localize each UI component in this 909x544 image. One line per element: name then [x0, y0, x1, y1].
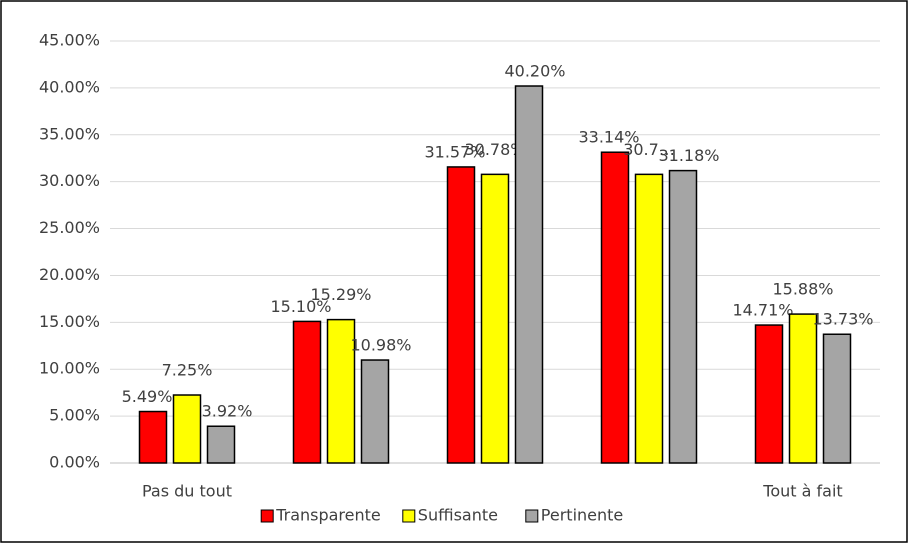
bar	[206, 425, 236, 464]
bar	[172, 394, 202, 464]
bar	[514, 85, 544, 464]
bar	[600, 151, 630, 464]
bar	[668, 169, 698, 464]
y-tick-label: 0.00%	[49, 453, 100, 472]
value-label: 30.78%	[464, 140, 525, 159]
legend-swatch	[260, 509, 274, 523]
bar	[788, 313, 818, 464]
legend-swatch	[402, 509, 416, 523]
value-label: 10.98%	[350, 336, 411, 355]
y-tick-label: 5.00%	[49, 406, 100, 425]
value-label: 31.18%	[658, 146, 719, 165]
value-label: 30.7…	[623, 140, 675, 159]
bar	[446, 166, 476, 464]
value-label: 15.10%	[270, 297, 331, 316]
value-label: 15.88%	[772, 280, 833, 299]
y-tick-label: 20.00%	[39, 265, 100, 284]
value-label: 14.71%	[732, 301, 793, 320]
legend-swatch	[525, 509, 539, 523]
value-label: 15.29%	[310, 285, 371, 304]
value-label: 33.14%	[578, 128, 639, 147]
legend-label: Transparente	[275, 506, 381, 525]
bar	[138, 410, 168, 464]
value-label: 7.25%	[162, 361, 213, 380]
bar	[480, 173, 510, 464]
y-tick-label: 35.00%	[39, 124, 100, 143]
x-tick-label: Tout à fait	[762, 482, 842, 501]
y-tick-label: 25.00%	[39, 218, 100, 237]
bar	[292, 320, 322, 464]
value-label: 3.92%	[202, 402, 253, 421]
y-tick-label: 45.00%	[39, 31, 100, 50]
bar	[754, 324, 784, 464]
x-tick-label: Pas du tout	[142, 482, 232, 501]
bar	[822, 333, 852, 464]
bar	[360, 359, 390, 464]
value-label: 40.20%	[504, 62, 565, 81]
y-tick-label: 30.00%	[39, 171, 100, 190]
y-tick-label: 15.00%	[39, 312, 100, 331]
y-tick-label: 40.00%	[39, 77, 100, 96]
y-tick-label: 10.00%	[39, 359, 100, 378]
bar	[326, 318, 356, 464]
legend-label: Suffisante	[418, 506, 498, 525]
value-label: 13.73%	[812, 310, 873, 329]
bar	[634, 173, 664, 464]
legend-label: Pertinente	[541, 506, 623, 525]
value-label: 5.49%	[122, 387, 173, 406]
value-label: 31.57%	[424, 142, 485, 161]
